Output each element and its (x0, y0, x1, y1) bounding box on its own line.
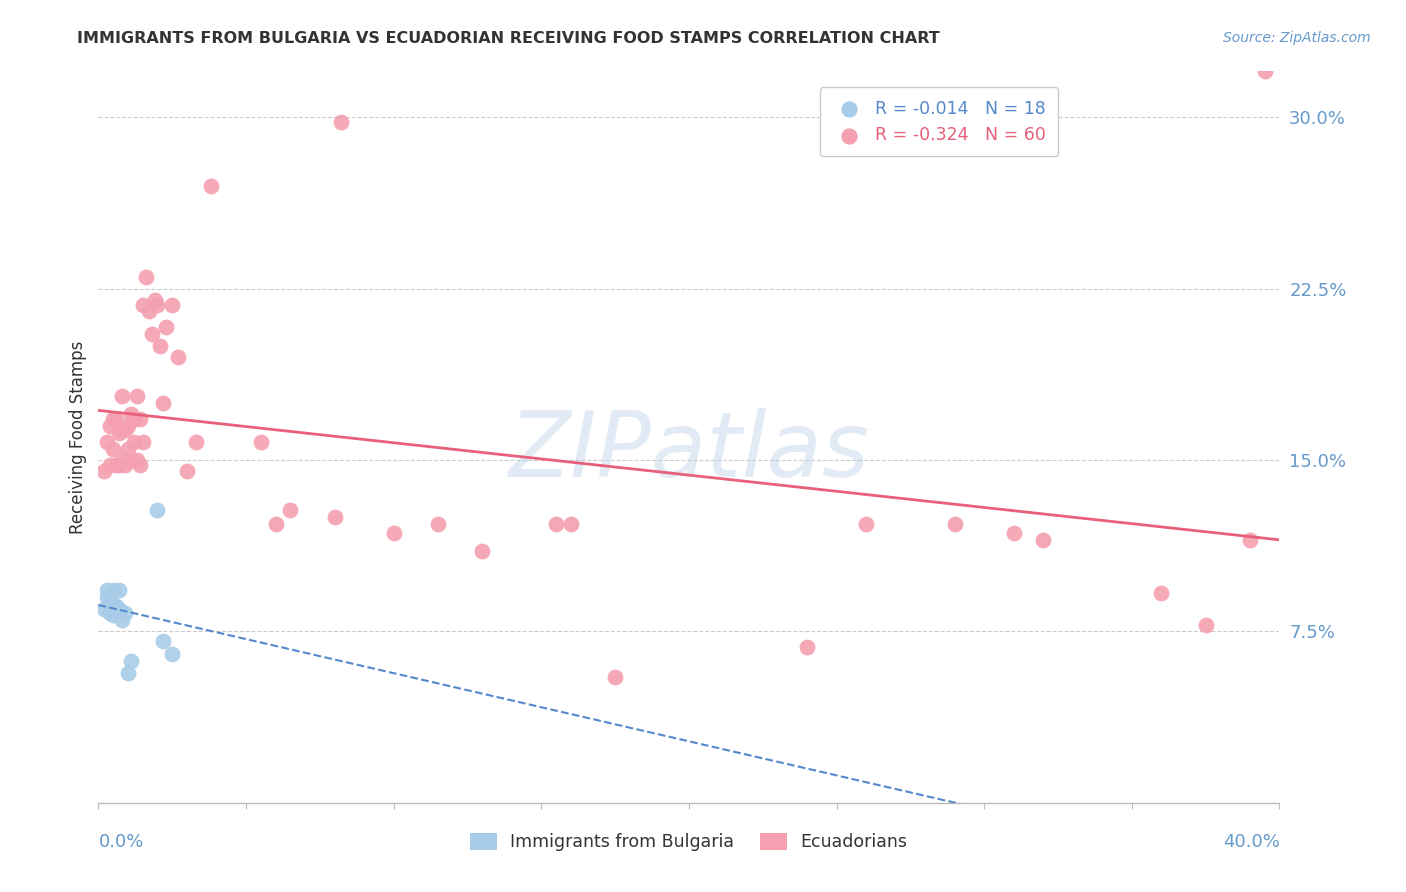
Point (96, 434, 118, 449)
Point (108, 425, 131, 440)
Point (560, 516, 582, 531)
Point (108, 601, 131, 615)
Point (117, 442, 139, 456)
Point (93, 464, 115, 478)
Point (108, 583, 131, 598)
Point (1150, 585, 1173, 599)
Point (98, 595, 121, 609)
Point (120, 654, 142, 668)
Point (96, 590, 118, 604)
Text: 0.0%: 0.0% (98, 833, 143, 851)
Point (1195, 617, 1218, 632)
Point (105, 599, 128, 614)
Point (98, 606, 121, 620)
Point (264, 516, 287, 531)
Point (132, 434, 155, 449)
Point (93, 601, 115, 615)
Legend: Immigrants from Bulgaria, Ecuadorians: Immigrants from Bulgaria, Ecuadorians (461, 824, 917, 860)
Point (162, 647, 183, 661)
Point (427, 516, 450, 531)
Point (108, 458, 131, 472)
Point (796, 640, 818, 655)
Point (117, 665, 139, 680)
Point (114, 606, 136, 620)
Text: IMMIGRANTS FROM BULGARIA VS ECUADORIAN RECEIVING FOOD STAMPS CORRELATION CHART: IMMIGRANTS FROM BULGARIA VS ECUADORIAN R… (77, 31, 941, 46)
Point (943, 516, 966, 531)
Point (149, 338, 172, 352)
Point (146, 297, 169, 311)
Point (152, 633, 174, 648)
Point (132, 297, 155, 311)
Point (111, 613, 134, 627)
Point (105, 412, 128, 426)
Point (103, 412, 125, 426)
Point (200, 178, 222, 193)
Point (1032, 533, 1054, 547)
Point (125, 453, 148, 467)
Point (111, 453, 134, 467)
Point (1239, 533, 1261, 547)
Point (1254, 64, 1277, 78)
Point (111, 423, 134, 437)
Point (120, 407, 142, 421)
Point (128, 458, 150, 472)
Text: ZIPatlas: ZIPatlas (509, 408, 869, 496)
Point (111, 389, 134, 403)
Point (141, 327, 163, 342)
Text: Source: ZipAtlas.com: Source: ZipAtlas.com (1223, 31, 1371, 45)
Point (176, 464, 198, 478)
Point (280, 503, 302, 517)
Point (138, 304, 160, 318)
Point (146, 503, 169, 517)
Point (103, 608, 125, 623)
Point (135, 270, 157, 285)
Point (250, 434, 273, 449)
Point (120, 453, 142, 467)
Point (162, 297, 183, 311)
Y-axis label: Receiving Food Stamps: Receiving Food Stamps (69, 341, 87, 533)
Point (122, 412, 145, 426)
Point (103, 583, 125, 598)
Point (471, 544, 494, 558)
Point (152, 396, 174, 410)
Point (167, 350, 190, 364)
Point (329, 114, 352, 128)
Point (143, 293, 166, 307)
Point (96, 583, 118, 598)
Point (122, 434, 145, 449)
Point (114, 423, 136, 437)
Point (114, 458, 136, 472)
Point (382, 526, 405, 541)
Point (184, 434, 207, 449)
Point (105, 458, 128, 472)
Point (125, 389, 148, 403)
Point (103, 442, 125, 456)
Point (117, 418, 139, 433)
Text: 40.0%: 40.0% (1223, 833, 1279, 851)
Point (128, 412, 150, 426)
Point (605, 670, 627, 684)
Point (98, 418, 121, 433)
Point (855, 516, 877, 531)
Point (155, 320, 177, 334)
Point (1002, 526, 1025, 541)
Point (546, 516, 568, 531)
Point (98, 458, 121, 472)
Point (103, 597, 125, 611)
Point (323, 510, 346, 524)
